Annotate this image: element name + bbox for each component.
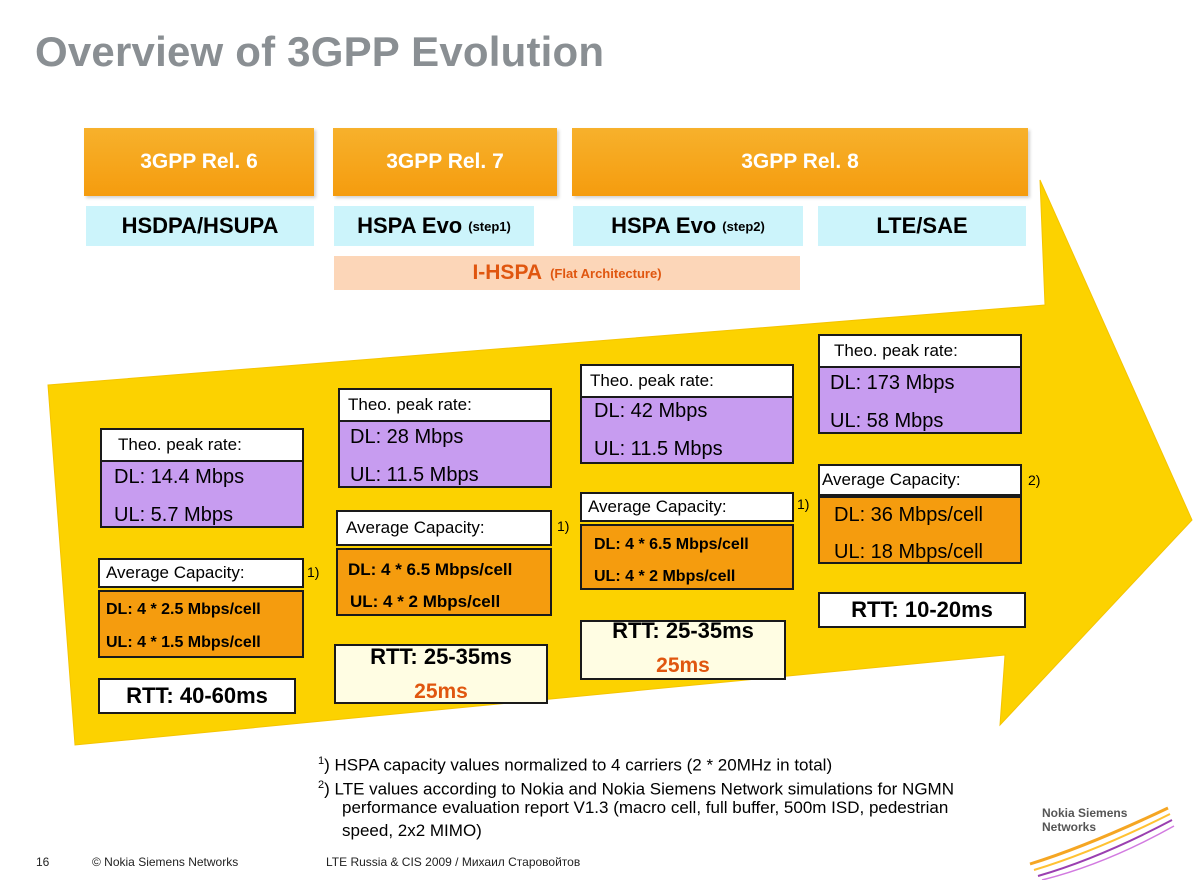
nokia-siemens-logo: Nokia Siemens Networks <box>1028 800 1178 881</box>
rtt-box: RTT: 25-35ms 25ms <box>334 644 548 704</box>
capacity-values: DL: 4 * 6.5 Mbps/cell UL: 4 * 2 Mbps/cel… <box>336 548 552 616</box>
logo-text-line2: Networks <box>1042 820 1097 834</box>
peak-rate-header: Theo. peak rate: <box>580 364 794 398</box>
peak-dl: DL: 28 Mbps <box>350 426 464 448</box>
peak-rate-values: DL: 28 Mbps UL: 11.5 Mbps <box>338 420 552 488</box>
peak-rate-header: Theo. peak rate: <box>100 428 304 462</box>
release-rel7: 3GPP Rel. 7 <box>333 128 557 196</box>
peak-ul: UL: 58 Mbps <box>830 410 944 432</box>
capacity-header: Average Capacity: <box>336 510 552 546</box>
rtt-box: RTT: 10-20ms <box>818 592 1026 628</box>
capacity-values: DL: 36 Mbps/cell UL: 18 Mbps/cell <box>818 496 1022 564</box>
peak-rate-values: DL: 42 Mbps UL: 11.5 Mbps <box>580 396 794 464</box>
release-rel8: 3GPP Rel. 8 <box>572 128 1028 196</box>
rtt-box: RTT: 25-35ms 25ms <box>580 620 786 680</box>
tech-note: (step2) <box>722 218 765 234</box>
page-number: 16 <box>36 855 50 869</box>
capacity-footnote: 1) <box>797 496 810 512</box>
tech-hspa-evo-step2: HSPA Evo (step2) <box>573 206 803 246</box>
capacity-dl: DL: 4 * 6.5 Mbps/cell <box>348 560 513 579</box>
tech-note: (step1) <box>468 218 511 234</box>
peak-rate-values: DL: 173 Mbps UL: 58 Mbps <box>818 366 1022 434</box>
footnote-2-line3: speed, 2x2 MIMO) <box>342 821 482 840</box>
peak-dl: DL: 42 Mbps <box>594 400 708 422</box>
capacity-header: Average Capacity: <box>98 558 304 588</box>
tech-name: HSDPA/HSUPA <box>121 213 279 238</box>
ihspa-name: I-HSPA <box>472 261 543 284</box>
capacity-ul: UL: 4 * 2 Mbps/cell <box>350 592 501 611</box>
rtt-ihspa: 25ms <box>656 654 710 677</box>
rtt-range: RTT: 25-35ms <box>612 618 754 643</box>
capacity-ul: UL: 4 * 2 Mbps/cell <box>594 568 736 585</box>
logo-text-line1: Nokia Siemens <box>1042 806 1128 820</box>
copyright: © Nokia Siemens Networks <box>92 855 239 869</box>
rtt-range: RTT: 25-35ms <box>370 644 512 669</box>
ihspa-note: (Flat Architecture) <box>550 265 662 281</box>
peak-dl: DL: 14.4 Mbps <box>114 466 245 488</box>
capacity-dl: DL: 4 * 2.5 Mbps/cell <box>106 601 261 618</box>
capacity-footnote: 1) <box>557 518 570 534</box>
release-rel6: 3GPP Rel. 6 <box>84 128 314 196</box>
tech-name: LTE/SAE <box>876 213 968 238</box>
capacity-dl: DL: 4 * 6.5 Mbps/cell <box>594 536 749 553</box>
event-author: LTE Russia & CIS 2009 / Михаил Старовойт… <box>326 855 581 869</box>
capacity-values: DL: 4 * 6.5 Mbps/cell UL: 4 * 2 Mbps/cel… <box>580 524 794 590</box>
tech-hsdpa-hsupa: HSDPA/HSUPA <box>86 206 314 246</box>
page-title: Overview of 3GPP Evolution <box>35 28 605 75</box>
tech-lte-sae: LTE/SAE <box>818 206 1026 246</box>
rtt-box: RTT: 40-60ms <box>98 678 296 714</box>
capacity-header: Average Capacity: <box>818 464 1022 496</box>
peak-ul: UL: 5.7 Mbps <box>114 504 233 526</box>
capacity-footnote: 2) <box>1028 472 1041 488</box>
footnote-1-text: ) HSPA capacity values normalized to 4 c… <box>324 755 833 775</box>
capacity-header: Average Capacity: <box>580 492 794 522</box>
rtt-ihspa: 25ms <box>414 680 468 703</box>
tech-name: HSPA Evo <box>611 213 717 238</box>
ihspa-bar: I-HSPA (Flat Architecture) <box>334 256 800 290</box>
footnote-2-line2: performance evaluation report V1.3 (macr… <box>342 798 949 817</box>
footnote-2: 2) LTE values according to Nokia and Nok… <box>318 774 954 801</box>
peak-rate-header: Theo. peak rate: <box>338 388 552 422</box>
footnote-2-mark: 2 <box>318 779 325 791</box>
peak-ul: UL: 11.5 Mbps <box>350 464 479 486</box>
footnote-1-mark: 1 <box>318 755 325 767</box>
capacity-ul: UL: 4 * 1.5 Mbps/cell <box>106 634 261 651</box>
footnote-1: 1) HSPA capacity values normalized to 4 … <box>318 750 832 777</box>
peak-ul: UL: 11.5 Mbps <box>594 438 723 460</box>
peak-rate-header: Theo. peak rate: <box>818 334 1022 368</box>
logo-swoosh-icon <box>1029 806 1175 881</box>
peak-dl: DL: 173 Mbps <box>830 372 955 394</box>
peak-rate-values: DL: 14.4 Mbps UL: 5.7 Mbps <box>100 460 304 528</box>
capacity-ul: UL: 18 Mbps/cell <box>834 541 983 563</box>
capacity-dl: DL: 36 Mbps/cell <box>834 504 983 526</box>
tech-name: HSPA Evo <box>357 213 463 238</box>
capacity-values: DL: 4 * 2.5 Mbps/cell UL: 4 * 1.5 Mbps/c… <box>98 590 304 658</box>
capacity-footnote: 1) <box>307 564 320 580</box>
tech-hspa-evo-step1: HSPA Evo (step1) <box>334 206 534 246</box>
footnote-2-text: ) LTE values according to Nokia and Noki… <box>324 779 954 799</box>
